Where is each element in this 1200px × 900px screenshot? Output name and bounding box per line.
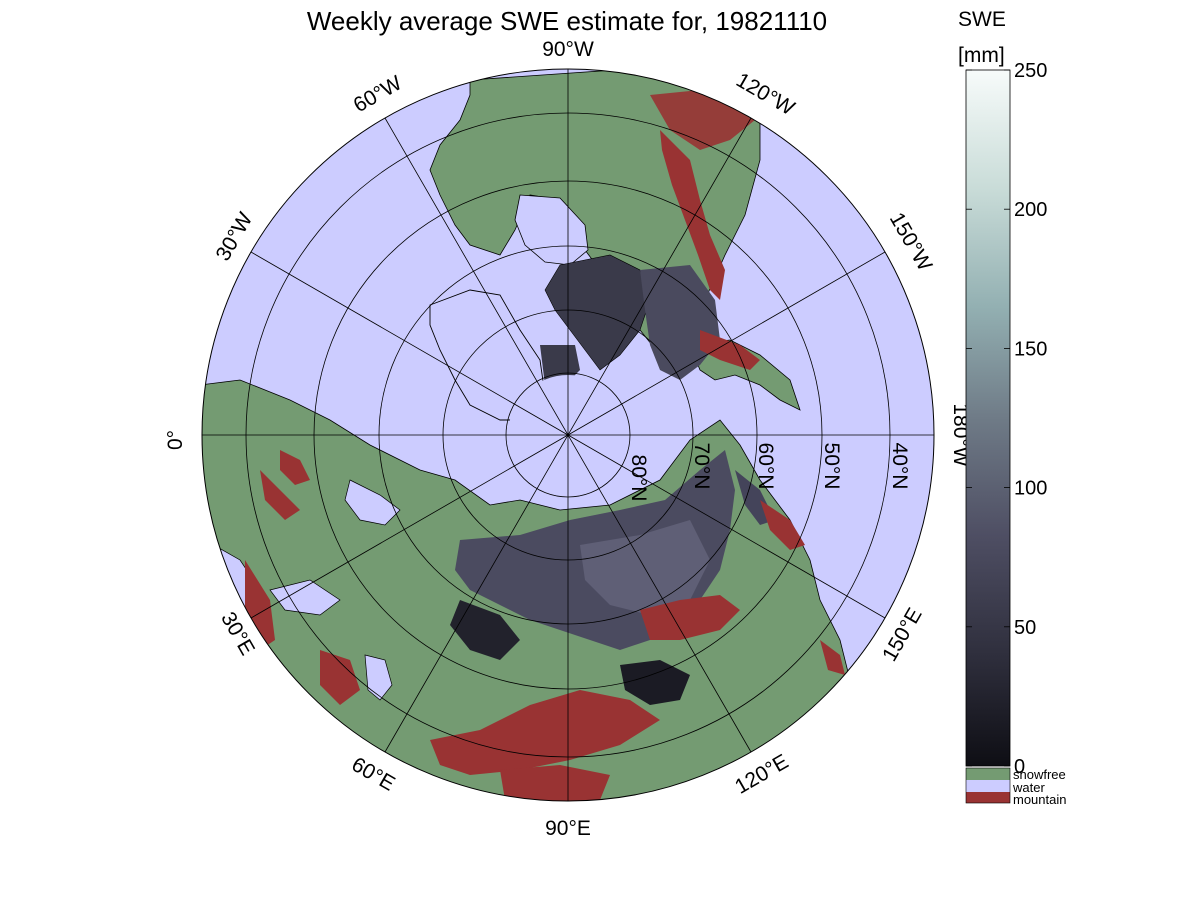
baltic-sea bbox=[344, 479, 401, 526]
legend-swatch-water bbox=[966, 780, 1010, 792]
colorbar-tick-label: 100 bbox=[1014, 478, 1047, 500]
graticule bbox=[201, 68, 935, 802]
scandinavia-mountain bbox=[280, 450, 310, 485]
japan-mountain bbox=[820, 640, 845, 675]
black-sea bbox=[269, 579, 341, 616]
latitude-labels: 80°N 70°N 60°N 50°N 40°N bbox=[627, 443, 911, 502]
colorbar-tick-label: 0 bbox=[1014, 756, 1025, 778]
east-asia-mountain bbox=[760, 500, 805, 550]
caspian-sea bbox=[364, 654, 393, 701]
colorbar-tick-label: 50 bbox=[1014, 617, 1036, 639]
lat-label-40n: 40°N bbox=[888, 443, 911, 490]
lon-label-90e: 90°E bbox=[545, 817, 591, 840]
legend-swatch-snowfree bbox=[966, 768, 1010, 780]
alaska-mountain bbox=[700, 330, 760, 370]
lon-label-0: 0° bbox=[164, 430, 187, 450]
lat-label-60n: 60°N bbox=[754, 443, 777, 490]
colorbar-title: SWE bbox=[958, 8, 1006, 31]
tibet-mountain bbox=[500, 765, 610, 801]
legend-swatch-mountain bbox=[966, 792, 1010, 803]
colorbar-unit: [mm] bbox=[958, 44, 1005, 67]
colorbar-ticks: 0 50 100 150 200 250 bbox=[966, 60, 1047, 778]
map-border bbox=[201, 68, 935, 802]
lat-label-80n: 80°N bbox=[627, 455, 650, 502]
alps-mountain bbox=[260, 470, 300, 520]
legend-label-mountain: mountain bbox=[1013, 792, 1066, 807]
colorbar-tick-label: 250 bbox=[1014, 60, 1047, 82]
legend-label-snowfree: snowfree bbox=[1013, 767, 1066, 782]
lon-label-90w: 90°W bbox=[542, 38, 594, 61]
colorbar-tick-label: 200 bbox=[1014, 199, 1047, 221]
siberia-snow-light bbox=[580, 520, 710, 615]
lat-label-70n: 70°N bbox=[690, 443, 713, 490]
himalaya-mountain bbox=[430, 690, 660, 775]
meridian-150w-30e bbox=[250, 251, 886, 619]
colorbar-gradient bbox=[965, 69, 1011, 767]
map-title: Weekly average SWE estimate for, 1982111… bbox=[306, 6, 828, 36]
legend-frame bbox=[965, 767, 1011, 804]
lon-label-60w: 60°W bbox=[350, 71, 406, 117]
mongolia-snow bbox=[620, 660, 690, 705]
caucasus-mountain bbox=[320, 650, 360, 705]
far-east-mountain bbox=[640, 595, 740, 640]
lat-label-50n: 50°N bbox=[820, 443, 843, 490]
central-asia-snow bbox=[450, 600, 520, 660]
rockies-mountain bbox=[660, 130, 725, 300]
colorbar-tick-label: 150 bbox=[1014, 338, 1047, 360]
legend-label-water: water bbox=[1012, 780, 1045, 795]
canada-north-snow bbox=[640, 265, 720, 380]
lon-label-60e: 60°E bbox=[348, 753, 399, 796]
